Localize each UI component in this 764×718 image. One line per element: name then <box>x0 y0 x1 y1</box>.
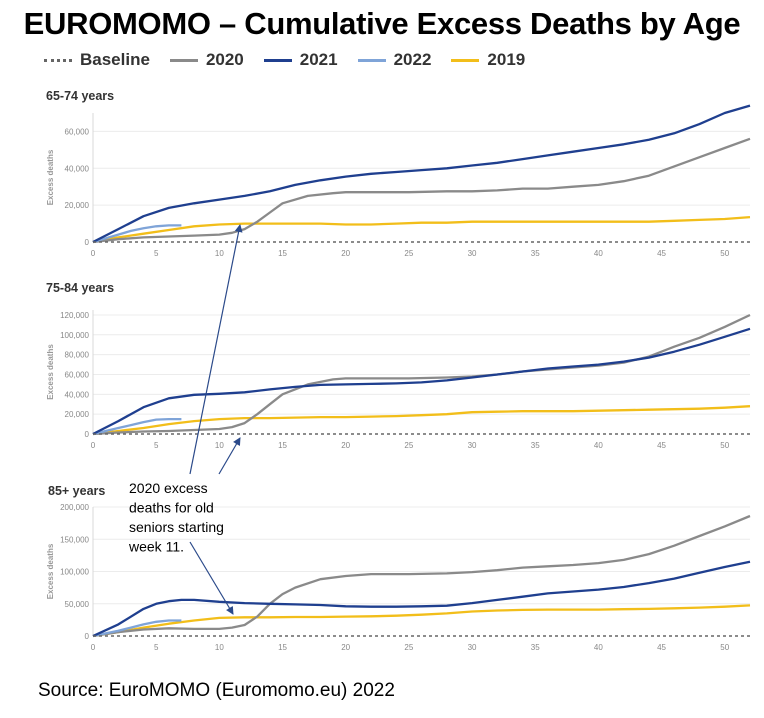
x-tick-label: 45 <box>657 643 666 652</box>
legend-item-2020: 2020 <box>169 50 244 70</box>
annotation-line: seniors starting <box>129 519 224 535</box>
legend-item-2021: 2021 <box>263 50 338 70</box>
annotation-line: week 11. <box>128 539 184 555</box>
x-tick-label: 5 <box>154 643 159 652</box>
x-tick-label: 0 <box>91 441 96 450</box>
series-line-2020 <box>92 137 751 244</box>
x-tick-label: 35 <box>531 441 540 450</box>
x-tick-label: 20 <box>341 249 350 258</box>
x-tick-label: 5 <box>154 249 159 258</box>
legend-label: Baseline <box>80 50 150 69</box>
x-tick-label: 25 <box>404 643 413 652</box>
x-tick-label: 15 <box>278 249 287 258</box>
legend-item-2022: 2022 <box>357 50 432 70</box>
series-line-2022 <box>92 224 182 244</box>
series-line-2019 <box>92 604 751 638</box>
y-tick-label: 40,000 <box>65 390 90 399</box>
annotation-arrow <box>189 541 234 615</box>
y-tick-label: 60,000 <box>65 127 90 136</box>
series-line-2021 <box>92 560 751 638</box>
y-tick-label: 100,000 <box>60 331 89 340</box>
panel-title: 85+ years <box>48 484 105 498</box>
x-tick-label: 45 <box>657 249 666 258</box>
y-tick-label: 40,000 <box>65 164 90 173</box>
x-tick-label: 50 <box>720 643 729 652</box>
series-line-2022 <box>92 619 182 638</box>
legend-item-2019: 2019 <box>451 50 525 70</box>
y-tick-label: 120,000 <box>60 311 89 320</box>
chart-panel-1: 65-74 years Excess deaths 0 20,000 40,000 60,… <box>46 89 751 258</box>
legend-label: 2022 <box>393 50 432 69</box>
y-tick-label: 20,000 <box>65 201 90 210</box>
series-line-2022 <box>92 417 182 436</box>
annotation: 2020 excess deaths for old seniors startin… <box>128 224 243 615</box>
annotation-line: deaths for old <box>129 500 214 516</box>
y-tick-label: 50,000 <box>65 600 90 609</box>
x-tick-label: 30 <box>468 249 477 258</box>
x-tick-label: 10 <box>215 249 224 258</box>
y-tick-label: 80,000 <box>65 351 90 360</box>
x-tick-label: 40 <box>594 441 603 450</box>
x-tick-label: 35 <box>531 643 540 652</box>
series-line-2019 <box>92 215 751 244</box>
y-axis-label: Excess deaths <box>46 543 55 599</box>
x-tick-label: 25 <box>404 441 413 450</box>
annotation-arrow <box>189 224 243 475</box>
x-tick-label: 50 <box>720 249 729 258</box>
y-tick-label: 60,000 <box>65 370 90 379</box>
y-tick-label: 0 <box>85 632 90 641</box>
legend-swatch-2022 <box>357 58 386 62</box>
legend: Baseline 2020 2021 2022 2019 <box>44 48 525 72</box>
source-caption: Source: EuroMOMO (Euromomo.eu) 2022 <box>38 680 395 701</box>
x-tick-label: 0 <box>91 643 96 652</box>
series-line-2019 <box>92 405 751 436</box>
x-tick-label: 30 <box>468 441 477 450</box>
y-axis-label: Excess deaths <box>46 149 55 205</box>
y-tick-label: 100,000 <box>60 568 89 577</box>
y-tick-label: 150,000 <box>60 535 89 544</box>
series-line-2021 <box>92 104 751 244</box>
legend-label: 2019 <box>487 50 526 69</box>
x-tick-label: 5 <box>154 441 159 450</box>
x-tick-label: 40 <box>594 643 603 652</box>
legend-swatch-2021 <box>263 58 292 62</box>
annotation-line: 2020 excess <box>129 480 208 496</box>
x-tick-label: 10 <box>215 643 224 652</box>
annotation-arrow <box>218 437 241 475</box>
y-tick-label: 20,000 <box>65 410 90 419</box>
legend-swatch-2019 <box>451 58 480 62</box>
x-tick-label: 15 <box>278 643 287 652</box>
x-tick-label: 30 <box>468 643 477 652</box>
series-line-2020 <box>92 514 751 638</box>
chart-panel-2: 75-84 years Excess deaths 0 20,000 40,000 60,… <box>46 281 751 450</box>
x-tick-label: 40 <box>594 249 603 258</box>
panel-title: 65-74 years <box>46 89 114 103</box>
x-tick-label: 25 <box>404 249 413 258</box>
y-axis-label: Excess deaths <box>46 344 55 400</box>
chart-title: EUROMOMO – Cumulative Excess Deaths by A… <box>23 6 741 41</box>
x-tick-label: 35 <box>531 249 540 258</box>
series-line-2021 <box>92 327 751 436</box>
legend-swatch-baseline <box>44 58 72 62</box>
legend-label: 2020 <box>205 50 244 69</box>
panel-title: 75-84 years <box>46 281 114 295</box>
x-tick-label: 0 <box>91 249 96 258</box>
y-tick-label: 200,000 <box>60 503 89 512</box>
x-tick-label: 45 <box>657 441 666 450</box>
legend-label: 2021 <box>299 50 338 69</box>
x-tick-label: 15 <box>278 441 287 450</box>
legend-swatch-2020 <box>169 58 198 62</box>
y-tick-label: 0 <box>85 238 90 247</box>
x-tick-label: 20 <box>341 643 350 652</box>
chart-panel-3: 85+ years Excess deaths 0 50,000 100,000 150,… <box>46 484 751 652</box>
x-tick-label: 50 <box>720 441 729 450</box>
x-tick-label: 10 <box>215 441 224 450</box>
y-tick-label: 0 <box>85 430 90 439</box>
legend-item-baseline: Baseline <box>44 50 150 70</box>
x-tick-label: 20 <box>341 441 350 450</box>
